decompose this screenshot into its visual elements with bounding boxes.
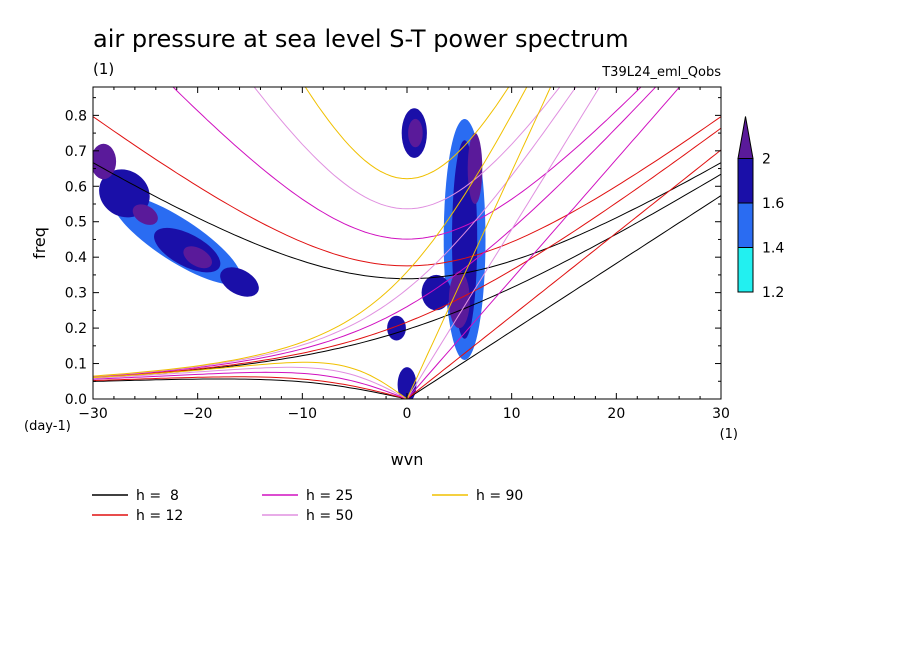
- dispersion-curves: [93, 87, 721, 399]
- x-tick-label: 30: [712, 406, 730, 422]
- legend-label: h = 50: [306, 508, 353, 524]
- y-tick-label: 0.1: [65, 357, 87, 373]
- contour-blob-16: [448, 271, 470, 329]
- y-axis: 0.0 0.1 0.2 0.3 0.4 0.5 0.6 0.7 0.8: [65, 97, 721, 408]
- contour-blob-4: [220, 267, 259, 297]
- y-tick-label: 0.7: [65, 144, 87, 160]
- x-tick-label: 10: [503, 406, 521, 422]
- y-tick-label: 0.8: [65, 108, 87, 124]
- legend-label: h = 8: [136, 488, 179, 504]
- y-tick-label: 0.3: [65, 286, 87, 302]
- y-tick-label: 0.4: [65, 250, 87, 266]
- y-tick-label: 0.6: [65, 179, 87, 195]
- contour-blob-7: [183, 246, 213, 269]
- rossby-curve-0: [93, 378, 408, 399]
- y-axis-label: freq: [30, 227, 49, 259]
- run-label: T39L24_eml_Qobs: [601, 65, 721, 80]
- legend-label: h = 90: [476, 488, 523, 504]
- y-axis-unit: (day-1): [24, 419, 71, 434]
- contour-blob-6: [132, 204, 158, 225]
- mrg-curve-1: [93, 127, 721, 378]
- colorbar-segment: [737, 247, 754, 293]
- inertia-gravity-curve-3: [253, 87, 561, 210]
- x-tick-label: 20: [607, 406, 625, 422]
- legend-label: h = 12: [136, 508, 183, 524]
- inertia-gravity-curve-4: [304, 87, 510, 180]
- colorbar-label: 2: [762, 152, 771, 168]
- mrg-curve-4: [93, 87, 528, 377]
- legend: h = 8 h = 12 h = 25 h = 50 h = 90: [92, 488, 523, 524]
- x-tick-label: −30: [78, 406, 108, 422]
- chart-units: (1): [93, 60, 114, 78]
- contour-blob-5: [93, 143, 117, 180]
- x-axis: −30 −20 −10 0 10 20 30: [78, 87, 730, 422]
- x-axis-unit: (1): [720, 427, 738, 442]
- rossby-curve-4: [93, 361, 408, 399]
- inertia-gravity-curve-1: [93, 116, 721, 267]
- rossby-curve-3: [93, 366, 408, 399]
- kelvin-curve-3: [406, 87, 601, 399]
- legend-label: h = 25: [306, 488, 353, 504]
- colorbar-extend-arrow: [737, 116, 754, 159]
- x-tick-label: −20: [183, 406, 213, 422]
- kelvin-curve-2: [406, 87, 681, 399]
- rossby-curve-1: [93, 376, 408, 399]
- contour-blob-12: [467, 133, 483, 204]
- rossby-curve-2: [93, 371, 408, 399]
- chart-title: air pressure at sea level S-T power spec…: [93, 25, 629, 53]
- mrg-curve-3: [93, 87, 577, 377]
- kelvin-curve-0: [406, 195, 721, 399]
- colorbar-label: 1.4: [762, 241, 784, 257]
- kelvin-curve-4: [406, 87, 552, 399]
- colorbar-label: 1.6: [762, 196, 784, 212]
- x-tick-label: 0: [403, 406, 412, 422]
- colorbar-segment: [737, 158, 754, 204]
- mrg-curve-2: [93, 87, 657, 378]
- inertia-gravity-curve-2: [172, 87, 642, 240]
- inertia-gravity-curve-0: [93, 162, 721, 280]
- x-tick-label: −10: [288, 406, 318, 422]
- y-tick-label: 0.0: [65, 392, 87, 408]
- colorbar: 1.2 1.4 1.6 2: [737, 116, 784, 301]
- spectrum-contours: [93, 108, 486, 399]
- contour-blob-9: [408, 118, 423, 148]
- x-axis-label: wvn: [391, 450, 424, 469]
- y-tick-label: 0.5: [65, 215, 87, 231]
- kelvin-curve-1: [406, 149, 721, 399]
- colorbar-segment: [737, 202, 754, 248]
- colorbar-label: 1.2: [762, 285, 784, 301]
- y-tick-label: 0.2: [65, 321, 87, 337]
